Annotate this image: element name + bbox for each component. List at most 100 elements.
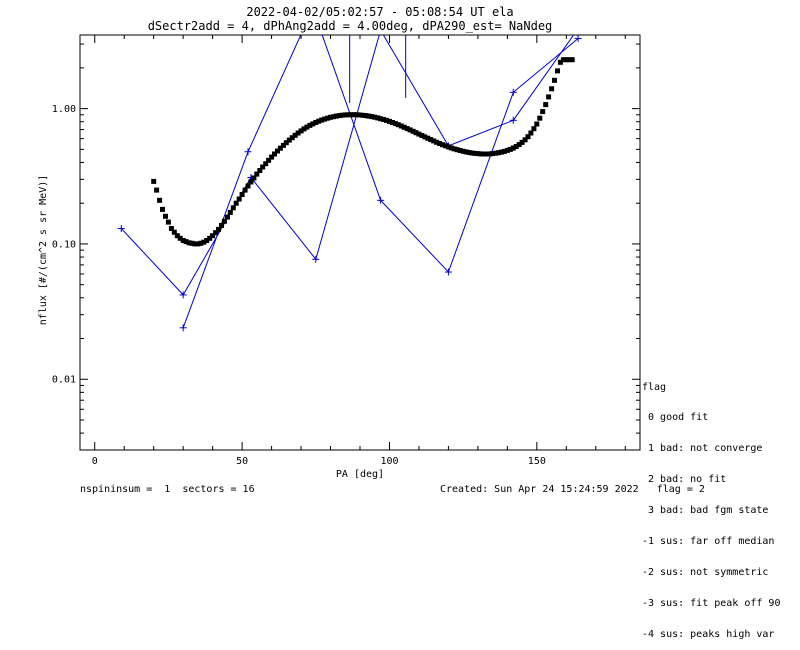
chart-subtitle: dSectr2add = 4, dPhAng2add = 4.00deg, dP…: [148, 19, 553, 33]
fit-point: [280, 142, 286, 148]
series-1-point: [377, 196, 385, 204]
fit-point: [363, 113, 369, 119]
fit-point: [443, 143, 448, 149]
fit-point: [419, 133, 425, 138]
x-tick-label: 100: [380, 456, 398, 467]
y-tick-label: 1.00: [52, 104, 76, 115]
legend-entry: -1 sus: far off median: [642, 536, 775, 548]
fit-point: [192, 241, 198, 247]
fit-point: [563, 57, 569, 63]
fit-point: [451, 146, 457, 152]
fit-point: [404, 126, 410, 132]
pitch-angle-chart: 2022-04-02/05:02:57 - 05:08:54 UT ela dS…: [38, 5, 641, 480]
fit-point: [496, 150, 501, 156]
fit-point: [195, 241, 201, 247]
fit-point: [569, 57, 575, 63]
fit-point: [245, 183, 251, 189]
fit-point: [177, 235, 183, 241]
fit-point: [174, 233, 180, 239]
fit-point: [230, 205, 236, 211]
legend-title: flag: [642, 381, 667, 393]
fit-point: [392, 121, 398, 127]
flag-legend: flag 0 good fit 1 bad: not converge 2 ba…: [642, 362, 780, 650]
series-1-point: [244, 148, 252, 156]
fit-point: [198, 240, 204, 246]
fit-point: [269, 154, 275, 160]
fit-point: [283, 140, 289, 146]
fit-point: [310, 121, 316, 127]
legend-entry: -2 sus: not symmetric: [642, 566, 769, 578]
fit-point: [286, 137, 292, 143]
fit-point: [331, 114, 336, 120]
fit-point: [180, 238, 186, 243]
fit-point: [457, 148, 463, 153]
fit-point: [534, 121, 540, 127]
series-0-point: [312, 255, 320, 263]
fit-point: [227, 209, 233, 215]
fit-point: [555, 68, 560, 74]
fit-point: [186, 240, 192, 246]
fit-point: [339, 112, 345, 118]
fit-point: [384, 117, 389, 123]
fit-point: [183, 239, 189, 245]
fit-point: [425, 135, 431, 141]
plot-frame: [79, 34, 641, 451]
fit-point: [328, 114, 333, 120]
fit-point: [233, 200, 239, 206]
legend-entry: -4 sus: peaks high var: [642, 628, 775, 640]
fit-point: [484, 151, 490, 157]
fit-point: [201, 239, 207, 245]
fit-point: [490, 151, 496, 157]
fit-point: [431, 138, 437, 144]
x-axis-label: PA [deg]: [336, 469, 384, 480]
fit-point: [472, 150, 478, 156]
fit-point: [549, 86, 555, 92]
series-0-point: [179, 291, 187, 299]
fit-point: [319, 117, 325, 123]
fit-point: [460, 148, 466, 154]
fit-point: [566, 57, 572, 63]
fit-point: [501, 148, 507, 154]
legend-entry: 2 bad: no fit: [642, 474, 727, 486]
fit-point: [493, 150, 499, 156]
fit-point: [557, 59, 563, 65]
fit-point: [504, 147, 510, 153]
fit-point: [254, 171, 260, 177]
fit-point: [221, 218, 227, 224]
fit-point: [463, 149, 469, 155]
fit-point: [531, 126, 537, 132]
data-layer: [117, 35, 582, 332]
fit-point: [522, 137, 528, 143]
legend-entry: 0 good fit: [642, 412, 709, 424]
fit-point: [348, 112, 354, 118]
fit-point: [163, 213, 168, 219]
fit-point: [428, 137, 434, 143]
chart-title: 2022-04-02/05:02:57 - 05:08:54 UT ela: [246, 5, 513, 19]
x-tick-label: 150: [528, 456, 546, 467]
fit-point: [260, 164, 266, 170]
fit-point: [322, 116, 328, 122]
fit-point: [236, 196, 242, 202]
fit-point: [266, 157, 272, 163]
fit-point: [313, 120, 319, 125]
fit-point: [213, 230, 219, 236]
fit-point: [301, 126, 307, 132]
x-tick-label: 50: [236, 456, 248, 467]
fit-point: [537, 115, 543, 121]
fit-point: [513, 144, 519, 149]
fit-point: [154, 187, 160, 193]
fit-point: [552, 77, 557, 83]
fit-point: [219, 222, 224, 228]
fit-point: [499, 149, 504, 155]
fit-point: [437, 141, 443, 146]
fit-point: [248, 179, 254, 185]
fit-point: [510, 145, 516, 151]
fit-point: [481, 151, 487, 157]
footer-left: nspininsum = 1 sectors = 16: [80, 484, 255, 495]
series-1-point: [444, 268, 452, 276]
fit-point: [168, 226, 174, 231]
fit-point: [401, 124, 407, 130]
series-0-line: [120, 35, 575, 296]
fit-point: [478, 151, 484, 157]
fit-point: [207, 235, 213, 241]
